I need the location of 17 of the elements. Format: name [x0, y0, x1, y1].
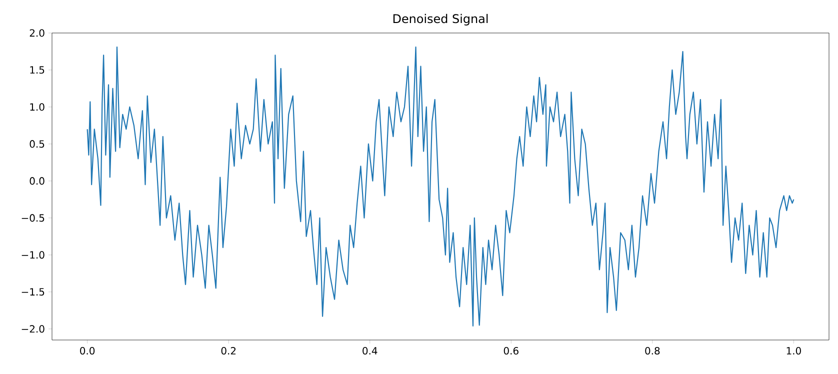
y-tick-label: −1.5: [22, 288, 44, 296]
x-tick-label: 0.6: [504, 347, 518, 355]
y-tick-label: −0.5: [22, 214, 44, 222]
x-tick-label: 0.2: [221, 347, 236, 355]
y-tick-label: 1.5: [30, 66, 44, 74]
y-tick-label: −2.0: [22, 325, 44, 333]
chart-title: Denoised Signal: [393, 14, 488, 26]
y-tick-label: 2.0: [30, 29, 44, 37]
y-tick-label: 0.5: [30, 140, 44, 148]
x-tick-label: 1.0: [786, 347, 801, 355]
x-tick-label: 0.8: [645, 347, 660, 355]
y-tick-label: 1.0: [30, 103, 44, 111]
line-series: [86, 46, 794, 326]
x-tick-label: 0.0: [80, 347, 95, 355]
x-tick-label: 0.4: [362, 347, 378, 355]
y-tick-label: 0.0: [30, 177, 44, 185]
y-tick-label: −1.0: [22, 251, 44, 259]
